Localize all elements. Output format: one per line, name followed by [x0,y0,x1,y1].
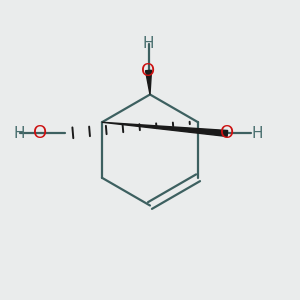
Polygon shape [146,70,152,94]
Polygon shape [102,122,228,136]
Text: H: H [14,126,25,141]
Text: H: H [143,36,154,51]
Text: O: O [220,124,235,142]
Text: O: O [33,124,48,142]
Text: H: H [251,126,263,141]
Text: O: O [141,61,156,80]
